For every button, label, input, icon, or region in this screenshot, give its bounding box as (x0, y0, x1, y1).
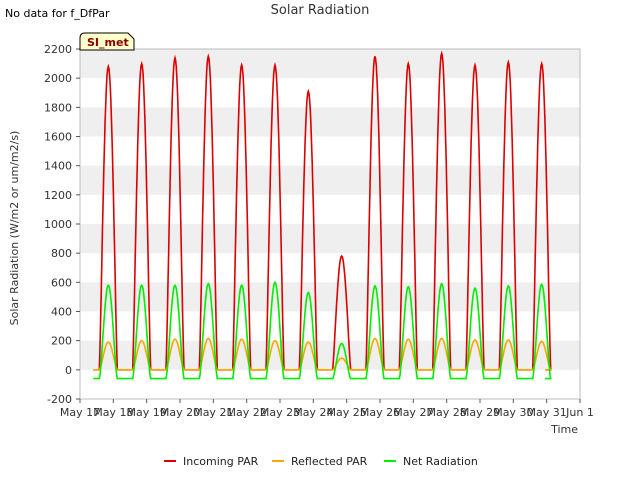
y-tick-label: 1600 (44, 131, 72, 144)
y-tick-label: 200 (51, 335, 72, 348)
x-tick-label: May 29 (460, 406, 500, 419)
chart-title: Solar Radiation (270, 3, 370, 18)
x-tick-label: May 22 (227, 406, 267, 419)
grid-band (80, 340, 580, 370)
series-line-reflected (93, 337, 553, 371)
x-tick-label: May 19 (127, 406, 167, 419)
legend: Incoming PAR Reflected PAR Net Radiation (164, 455, 478, 468)
site-label: SI_met (87, 36, 129, 49)
y-axis: -200 0 200 400 600 800 1000 1200 1400 1600 1800 200… (44, 43, 80, 406)
x-tick-label: Jun 1 (565, 406, 594, 419)
grid-band (80, 107, 580, 137)
x-tick-label: May 21 (193, 406, 233, 419)
x-tick-label: May 20 (160, 406, 200, 419)
y-tick-label: 800 (51, 247, 72, 260)
grid-band (80, 49, 580, 79)
x-tick-label: May 17 (60, 406, 100, 419)
grid-band (80, 224, 580, 254)
legend-label-reflected: Reflected PAR (291, 455, 368, 468)
x-tick-label: May 23 (260, 406, 300, 419)
x-tick-label: May 28 (427, 406, 467, 419)
grid-band (80, 282, 580, 312)
y-tick-label: 1400 (44, 160, 72, 173)
y-axis-label: Solar Radiation (W/m2 or um/m2/s) (8, 131, 21, 326)
x-tick-label: May 24 (293, 406, 333, 419)
x-tick-label: May 31 (527, 406, 567, 419)
y-tick-label: 400 (51, 306, 72, 319)
x-tick-label: May 18 (93, 406, 133, 419)
series-line-net (93, 280, 552, 380)
x-axis-label: Time (550, 423, 578, 436)
y-tick-label: 2000 (44, 72, 72, 85)
y-tick-label: 2200 (44, 43, 72, 56)
x-tick-label: May 30 (493, 406, 533, 419)
y-tick-label: 0 (65, 364, 72, 377)
x-tick-label: May 26 (360, 406, 400, 419)
x-tick-label: May 27 (393, 406, 433, 419)
series-layer (93, 50, 553, 380)
y-tick-label: 1800 (44, 101, 72, 114)
y-tick-label: 1000 (44, 218, 72, 231)
no-data-note: No data for f_DfPar (5, 7, 110, 20)
grid-bands (80, 49, 580, 399)
grid-band (80, 165, 580, 195)
y-tick-label: 600 (51, 276, 72, 289)
legend-label-incoming: Incoming PAR (183, 455, 259, 468)
legend-label-net: Net Radiation (403, 455, 478, 468)
y-tick-label: -200 (47, 393, 72, 406)
y-tick-label: 1200 (44, 189, 72, 202)
x-tick-label: May 25 (327, 406, 367, 419)
site-badge: SI_met (79, 32, 135, 51)
